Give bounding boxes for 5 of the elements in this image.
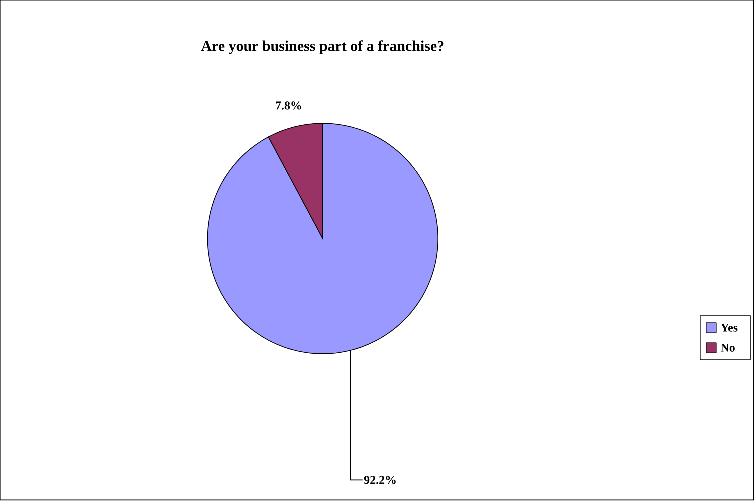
data-label: 92.2% — [364, 476, 396, 484]
data-label: 7.8% — [276, 102, 302, 110]
legend-label: No — [720, 344, 735, 352]
legend-label: Yes — [720, 324, 738, 332]
chart-title: Are your business part of a franchise? — [201, 40, 444, 55]
